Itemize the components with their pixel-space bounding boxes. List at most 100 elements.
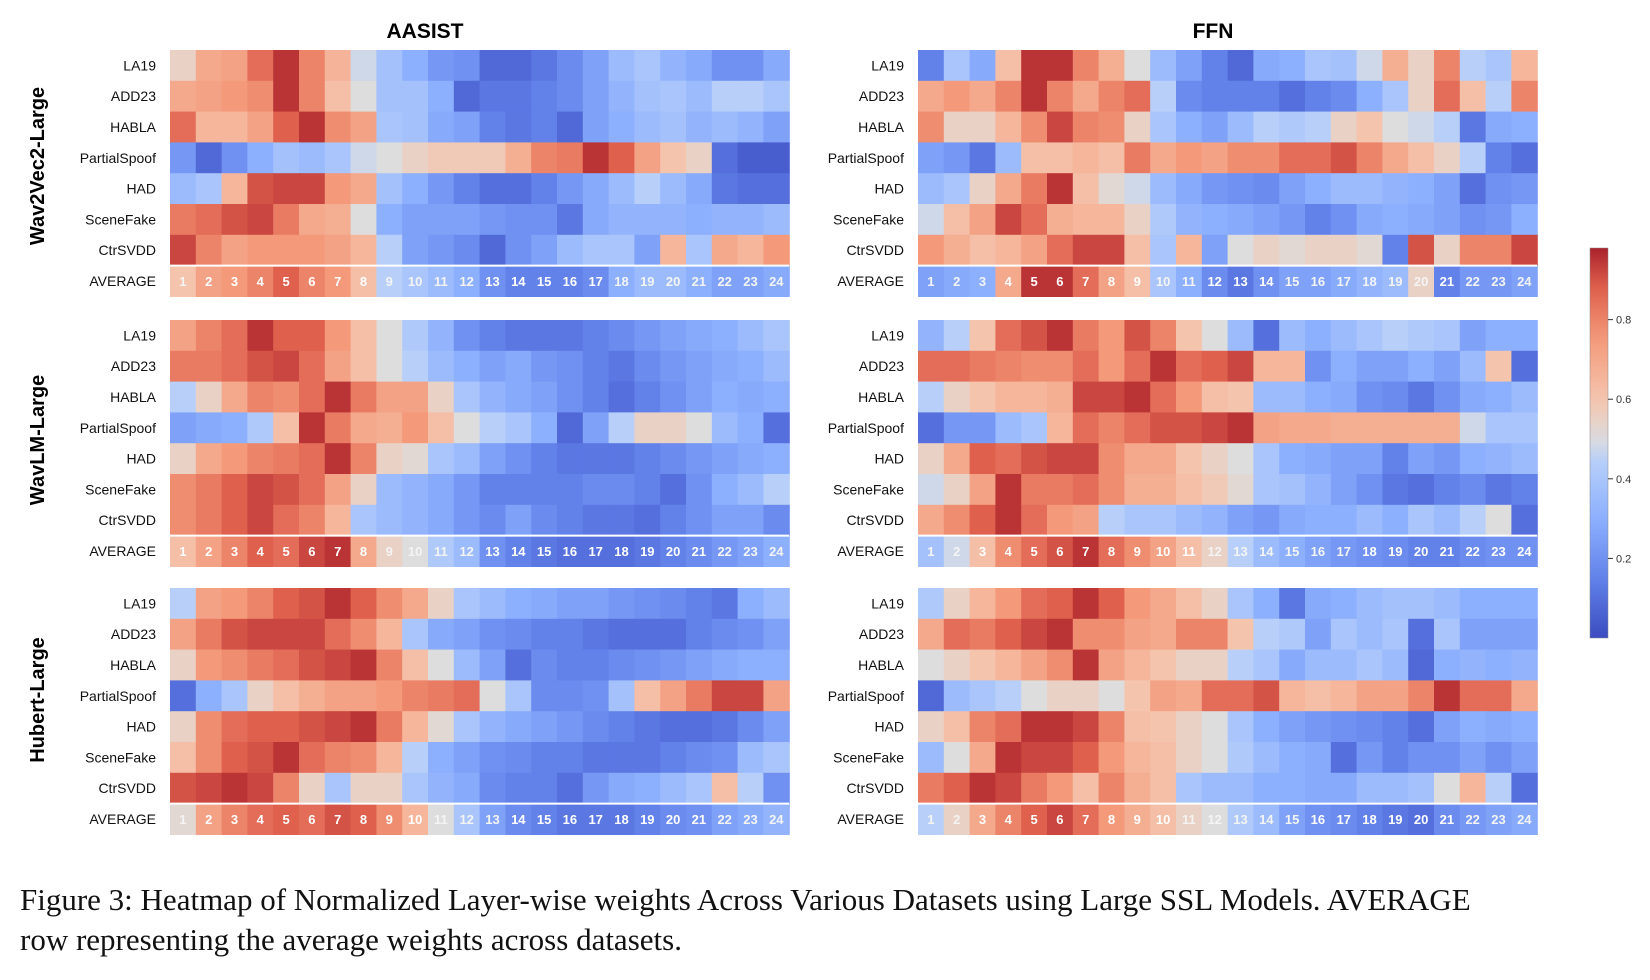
heatmap-cell — [170, 204, 197, 236]
heatmap-cell — [582, 204, 610, 236]
heatmap-cell — [1098, 535, 1125, 567]
heatmap-cell — [1511, 142, 1538, 174]
layer-number-label: 10 — [1156, 812, 1170, 827]
heatmap-cell — [479, 320, 506, 352]
heatmap-cell — [531, 204, 558, 236]
heatmap-cell — [1124, 649, 1151, 681]
heatmap-cell — [324, 142, 352, 174]
layer-number-label: 17 — [1336, 274, 1350, 289]
heatmap-cell — [1047, 412, 1074, 444]
heatmap-cell — [1459, 443, 1487, 475]
heatmap-cell — [918, 649, 945, 681]
heatmap-cell — [711, 474, 739, 506]
heatmap-cell — [1021, 234, 1048, 267]
layer-number-label: 12 — [459, 274, 473, 289]
heatmap-cell — [1356, 649, 1383, 681]
heatmap-cell — [634, 742, 661, 774]
heatmap-cell — [195, 50, 223, 82]
heatmap-cell — [247, 504, 274, 537]
heatmap-cell — [350, 474, 377, 506]
heatmap-cell — [1305, 381, 1332, 413]
heatmap-cell — [531, 142, 558, 174]
heatmap-cell — [686, 504, 713, 537]
heatmap-cell — [1150, 381, 1177, 413]
layer-number-label: 2 — [953, 544, 960, 559]
heatmap-cell — [660, 173, 687, 205]
heatmap-cell — [969, 504, 996, 537]
heatmap-cell — [918, 412, 945, 444]
heatmap-cell — [479, 680, 506, 712]
heatmap-cell — [634, 772, 661, 805]
heatmap-cell — [1356, 504, 1383, 537]
heatmap-cell — [763, 80, 790, 113]
heatmap-cell — [582, 803, 610, 835]
layer-number-label: 20 — [666, 812, 680, 827]
heatmap-cell — [1279, 504, 1306, 537]
heatmap-cell — [1227, 504, 1254, 537]
heatmap-cell — [557, 381, 584, 413]
layer-number-label: 5 — [1030, 544, 1037, 559]
heatmap-cell — [1459, 381, 1487, 413]
heatmap-cell — [1201, 618, 1229, 651]
heatmap-cell — [557, 742, 584, 774]
heatmap-cell — [1021, 265, 1048, 297]
heatmap-cell — [1305, 649, 1332, 681]
heatmap-cell — [711, 50, 739, 82]
heatmap-cell — [221, 50, 248, 82]
heatmap-cell — [221, 588, 248, 620]
heatmap-cell — [1330, 142, 1358, 174]
heatmap-cell — [1176, 50, 1203, 82]
heatmap-cell — [608, 742, 635, 774]
heatmap-cell — [195, 803, 223, 835]
heatmap-cell — [995, 142, 1022, 174]
heatmap-cell — [1305, 50, 1332, 82]
heatmap-cell — [350, 173, 377, 205]
heatmap-cell — [170, 111, 197, 143]
layer-number-label: 18 — [614, 544, 628, 559]
heatmap-cell — [1511, 711, 1538, 743]
heatmap-cell — [1176, 412, 1203, 444]
heatmap-cell — [763, 350, 790, 383]
row-label-add23: ADD23 — [859, 358, 904, 374]
heatmap-cell — [737, 350, 764, 383]
layer-number-label: 21 — [692, 544, 706, 559]
heatmap-cell — [247, 474, 274, 506]
heatmap-cell — [1098, 680, 1125, 712]
heatmap-cell — [995, 173, 1022, 205]
heatmap-cell — [1124, 350, 1151, 383]
heatmap-cell — [428, 80, 455, 113]
heatmap-cell — [221, 742, 248, 774]
heatmap-cell — [1330, 588, 1358, 620]
heatmap-cell — [1124, 320, 1151, 352]
heatmap-cell — [428, 772, 455, 805]
heatmap-cell — [1047, 618, 1074, 651]
heatmap-cell — [1124, 80, 1151, 113]
heatmap-cell — [608, 50, 635, 82]
layer-number-label: 21 — [692, 812, 706, 827]
layer-number-label: 24 — [1517, 812, 1532, 827]
heatmap-cell — [1227, 234, 1254, 267]
heatmap-cell — [324, 504, 352, 537]
heatmap-cell — [1047, 234, 1074, 267]
heatmap-cell — [1408, 711, 1435, 743]
heatmap-cell — [1150, 649, 1177, 681]
heatmap-cell — [608, 265, 635, 297]
heatmap-cell — [634, 265, 661, 297]
heatmap-cell — [324, 711, 352, 743]
heatmap-cell — [1305, 80, 1332, 113]
heatmap-cell — [686, 142, 713, 174]
heatmap-cell — [1201, 649, 1229, 681]
row-label-ctrsvdd: CtrSVDD — [846, 242, 904, 258]
heatmap-cell — [918, 618, 945, 651]
heatmap-cell — [918, 204, 945, 236]
heatmap-cell — [1021, 803, 1048, 835]
heatmap-cell — [299, 618, 326, 651]
heatmap-cell — [1124, 772, 1151, 805]
heatmap-cell — [608, 711, 635, 743]
heatmap-cell — [1201, 412, 1229, 444]
heatmap-cell — [376, 265, 403, 297]
layer-number-label: 7 — [1082, 274, 1089, 289]
heatmap-cell — [428, 234, 455, 267]
heatmap-cell — [1227, 742, 1254, 774]
heatmap-cell — [299, 173, 326, 205]
